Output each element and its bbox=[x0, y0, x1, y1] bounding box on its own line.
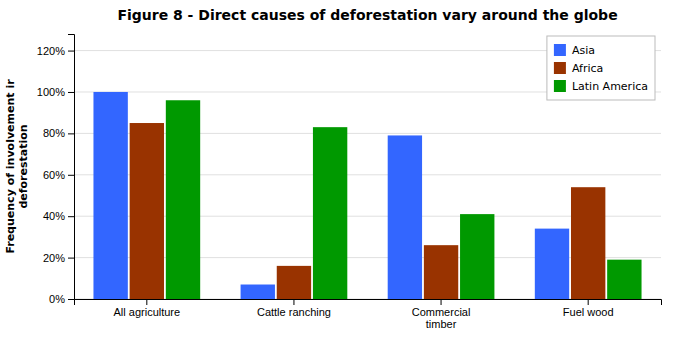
y-tick-mark bbox=[68, 133, 74, 134]
y-tick: 80% bbox=[43, 127, 74, 139]
bar bbox=[93, 92, 127, 299]
bars bbox=[93, 92, 641, 299]
grid bbox=[74, 51, 661, 299]
bar-series bbox=[93, 92, 569, 299]
bar bbox=[277, 266, 311, 299]
bar bbox=[388, 135, 422, 299]
legend-label: Africa bbox=[572, 62, 603, 75]
x-tick-mark bbox=[441, 299, 442, 305]
y-tick: 40% bbox=[43, 210, 74, 222]
title: Figure 8 - Direct causes of deforestatio… bbox=[117, 7, 617, 23]
bar bbox=[460, 214, 494, 299]
y-tick: 0% bbox=[49, 293, 74, 305]
y-tick: 100% bbox=[37, 86, 74, 98]
bar bbox=[166, 100, 200, 299]
x-tick: Commercialtimber bbox=[412, 299, 471, 330]
legend-box bbox=[547, 36, 655, 100]
bar bbox=[313, 127, 347, 299]
legend-item: Asia bbox=[554, 44, 595, 57]
y-tick-label: 20% bbox=[43, 252, 65, 264]
bar bbox=[130, 123, 164, 299]
x-axis: All agriculture Cattle ranching Commercial… bbox=[75, 299, 662, 330]
y-tick-mark bbox=[68, 258, 74, 259]
y-axis-title: Frequency of involvement irdeforestation bbox=[4, 79, 30, 254]
y-axis: 0% 20% 40% 60% 80% 100% 120% bbox=[37, 35, 75, 306]
y-tick-mark bbox=[68, 216, 74, 217]
y-tick-mark bbox=[68, 175, 74, 176]
legend-swatch bbox=[554, 80, 566, 92]
chart: Figure 8 - Direct causes of deforestatio… bbox=[0, 0, 673, 341]
legend-item: Africa bbox=[554, 62, 603, 75]
y-tick-mark bbox=[68, 299, 74, 300]
y-tick: 20% bbox=[43, 252, 74, 264]
legend-swatch bbox=[554, 44, 566, 56]
y-tick: 120% bbox=[37, 45, 74, 57]
x-tick: All agriculture bbox=[114, 299, 181, 318]
x-tick-mark bbox=[588, 299, 589, 305]
bar bbox=[535, 229, 569, 299]
y-tick-label: 80% bbox=[43, 127, 65, 139]
y-tick: 60% bbox=[43, 169, 74, 181]
x-tick: Cattle ranching bbox=[257, 299, 331, 318]
y-tick-label: 120% bbox=[37, 45, 65, 57]
x-tick: Fuel wood bbox=[563, 299, 614, 318]
bar-series bbox=[130, 123, 606, 299]
y-tick-label: 0% bbox=[49, 293, 65, 305]
y-tick-label: 40% bbox=[43, 210, 65, 222]
x-tick-label: Fuel wood bbox=[563, 306, 614, 318]
bar bbox=[241, 285, 275, 299]
x-axis-line bbox=[75, 300, 662, 306]
bar bbox=[424, 245, 458, 299]
y-axis-line bbox=[68, 35, 75, 300]
x-tick-label: Commercialtimber bbox=[412, 306, 471, 331]
x-tick-label: Cattle ranching bbox=[257, 306, 331, 318]
y-tick-mark bbox=[68, 51, 74, 52]
x-tick-label: All agriculture bbox=[114, 306, 181, 318]
legend-label: Asia bbox=[572, 44, 595, 57]
y-tick-mark bbox=[68, 92, 74, 93]
bar bbox=[607, 260, 641, 299]
plot: 0% 20% 40% 60% 80% 100% 120% All agriculture Cat… bbox=[4, 35, 662, 331]
legend-item: Latin America bbox=[554, 80, 648, 93]
y-tick-label: 100% bbox=[37, 86, 65, 98]
legend-label: Latin America bbox=[572, 80, 648, 93]
legend: Asia Africa Latin America bbox=[547, 36, 655, 100]
bar-series bbox=[166, 100, 642, 299]
legend-swatch bbox=[554, 62, 566, 74]
x-tick-mark bbox=[293, 299, 294, 305]
x-tick-mark bbox=[146, 299, 147, 305]
y-tick-label: 60% bbox=[43, 169, 65, 181]
bar bbox=[571, 187, 605, 299]
